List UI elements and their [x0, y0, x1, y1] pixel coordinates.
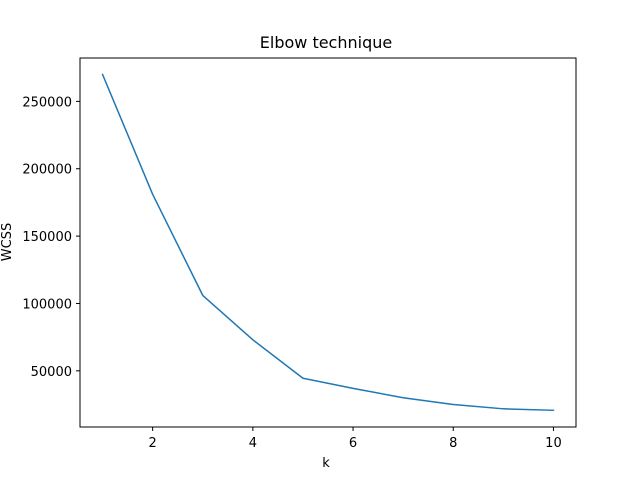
x-tick-label: 6: [349, 436, 357, 451]
y-tick-label: 100000: [22, 297, 72, 312]
x-tick-label: 10: [545, 436, 562, 451]
y-tick-label: 200000: [22, 163, 72, 178]
plot-area: 2 4 6 8 10 50000 100000 150000 200000 250000: [22, 57, 577, 451]
y-axis-ticks: 50000 100000 150000 200000 250000: [22, 95, 80, 380]
x-axis-ticks: 2 4 6 8 10: [149, 427, 562, 451]
y-tick-label: 50000: [31, 365, 72, 380]
y-tick-label: 150000: [22, 230, 72, 245]
x-axis-label: k: [322, 456, 330, 471]
series-layer: [101, 73, 555, 412]
x-tick-label: 2: [149, 436, 157, 451]
wcss-series-line: [101, 73, 555, 412]
y-tick-label: 250000: [22, 95, 72, 110]
y-axis-label: WCSS: [0, 223, 15, 261]
x-tick-label: 8: [449, 436, 457, 451]
chart-title: Elbow technique: [260, 33, 392, 52]
x-tick-label: 4: [249, 436, 257, 451]
plot-background: [80, 58, 576, 427]
plot-frame: [79, 57, 577, 428]
